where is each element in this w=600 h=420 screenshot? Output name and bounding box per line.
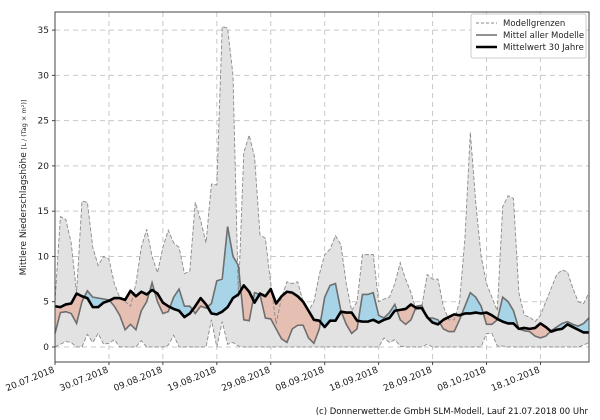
legend-box (470, 13, 587, 59)
y-tick-label: 10 (38, 252, 50, 262)
y-tick-label: 30 (38, 71, 50, 81)
x-tick-label: 29.08.2018 (220, 365, 272, 394)
legend: Modellgrenzen Mittel aller Modelle Mitte… (470, 13, 587, 59)
x-tick-label: 19.08.2018 (166, 365, 218, 394)
y-tick-label: 35 (38, 26, 49, 36)
x-tick-label: 30.07.2018 (59, 365, 111, 394)
legend-label-bounds: Modellgrenzen (503, 19, 565, 29)
y-tick-label: 0 (43, 343, 49, 353)
model-mean-line (54, 226, 590, 345)
x-tick-label: 28.09.2018 (382, 365, 434, 394)
above-normal-fill (362, 294, 368, 322)
chart-marks (54, 25, 590, 348)
y-tick-label: 25 (38, 117, 49, 127)
legend-label-mean: Mittel aller Modelle (503, 31, 584, 41)
legend-label-clim: Mittelwert 30 Jahre (503, 43, 584, 53)
y-axis-label-text: Mittlere Niederschlagshöhe (19, 152, 29, 276)
below-normal-fill (292, 292, 298, 330)
y-tick-label: 15 (38, 207, 49, 217)
above-normal-fill (216, 278, 223, 315)
x-tick-label: 20.07.2018 (5, 365, 57, 394)
above-normal-fill (329, 283, 336, 321)
y-tick-label: 5 (43, 298, 49, 308)
below-normal-fill (281, 291, 288, 343)
model-max-line (54, 25, 590, 325)
y-tick-label: 20 (38, 162, 50, 172)
x-tick-label: 18.10.2018 (490, 365, 542, 394)
model-range-band (55, 26, 589, 347)
x-tick-label: 18.09.2018 (328, 365, 380, 394)
plot-frame (54, 11, 590, 363)
x-tick-label: 08.09.2018 (274, 365, 326, 394)
y-axis-label: Mittlere Niederschlagshöhe [L / (Tag × m… (19, 100, 29, 276)
x-tick-label: 09.08.2018 (112, 365, 164, 394)
y-axis-unit: [L / (Tag × m²)] (20, 100, 28, 150)
x-tick-label: 08.10.2018 (436, 365, 488, 394)
climate-mean-line (54, 284, 589, 334)
above-normal-fill (367, 292, 374, 322)
footer-credit: (c) Donnerwetter.de GmbH SLM-Modell, Lau… (316, 407, 589, 417)
model-min-line (54, 319, 590, 348)
